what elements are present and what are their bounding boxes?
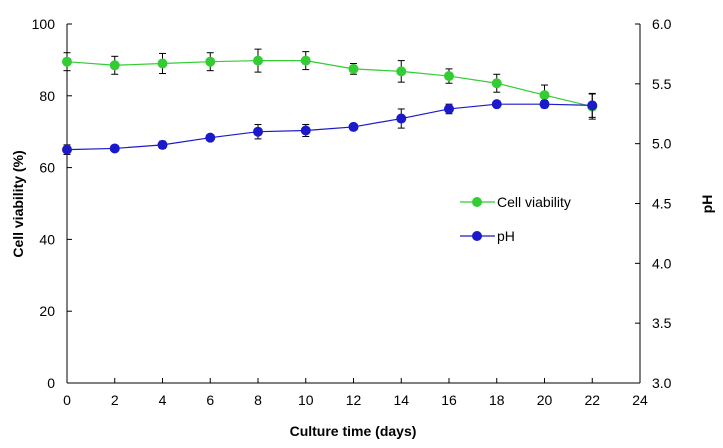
x-tick-label: 14 xyxy=(393,392,409,408)
x-tick-label: 0 xyxy=(63,392,71,408)
data-point xyxy=(62,144,72,155)
x-tick-label: 4 xyxy=(159,392,167,408)
data-point xyxy=(300,125,311,136)
data-point xyxy=(491,78,502,89)
data-point xyxy=(539,99,550,110)
legend-cell-viability-label: Cell viability xyxy=(497,194,571,210)
x-tick-label: 22 xyxy=(584,392,600,408)
x-tick-label: 8 xyxy=(254,392,262,408)
y-tick-label: 80 xyxy=(39,88,55,104)
y-tick-label: 20 xyxy=(39,303,55,319)
x-axis-title: Culture time (days) xyxy=(290,423,417,439)
y2-tick-label: 6.0 xyxy=(652,16,672,32)
data-point xyxy=(205,56,216,67)
y-tick-label: 100 xyxy=(32,16,56,32)
y2-tick-label: 4.0 xyxy=(652,255,672,271)
y2-tick-label: 3.5 xyxy=(652,315,672,331)
data-point xyxy=(205,132,216,143)
y2-ticks: 3.0 3.5 4.0 4.5 5.0 5.5 6.0 xyxy=(635,16,672,391)
legend-cell-viability-marker xyxy=(472,197,482,207)
y2-tick-label: 4.5 xyxy=(652,196,672,212)
y2-tick-label: 3.0 xyxy=(652,375,672,391)
data-point xyxy=(396,113,407,124)
x-ticks: 0 2 4 6 8 10 12 14 16 18 20 22 24 xyxy=(63,378,648,408)
series-ph xyxy=(62,92,598,155)
data-point xyxy=(109,143,120,154)
series-cell-viability xyxy=(62,48,598,120)
data-point xyxy=(587,100,598,111)
x-tick-label: 18 xyxy=(489,392,505,408)
y-tick-label: 40 xyxy=(39,231,55,247)
data-point xyxy=(348,63,359,74)
x-tick-label: 10 xyxy=(298,392,314,408)
data-point xyxy=(300,55,311,66)
x-tick-label: 6 xyxy=(206,392,214,408)
data-point xyxy=(539,90,550,101)
y2-tick-label: 5.5 xyxy=(652,76,672,92)
y-axis-title: Cell viability (%) xyxy=(10,150,26,257)
legend: Cell viability pH xyxy=(460,194,571,244)
series-line-cell-viability xyxy=(66,60,593,108)
x-tick-label: 24 xyxy=(632,392,648,408)
data-point xyxy=(253,55,263,66)
x-tick-label: 2 xyxy=(111,392,119,408)
data-point xyxy=(348,121,359,132)
data-point xyxy=(444,71,454,82)
y2-tick-label: 5.0 xyxy=(652,136,672,152)
y-tick-label: 0 xyxy=(47,375,55,391)
data-point xyxy=(62,56,72,67)
data-point xyxy=(157,139,168,150)
data-point xyxy=(157,58,168,69)
data-point xyxy=(444,103,454,114)
legend-ph-marker xyxy=(472,231,482,241)
data-point xyxy=(491,99,502,110)
y-ticks: 0 20 40 60 80 100 xyxy=(32,16,72,391)
series-layer xyxy=(62,48,598,155)
data-point xyxy=(396,66,407,77)
legend-ph-label: pH xyxy=(497,228,515,244)
data-point xyxy=(253,126,263,137)
x-tick-label: 12 xyxy=(346,392,362,408)
series-line-ph xyxy=(66,103,593,151)
y-tick-label: 60 xyxy=(39,160,55,176)
x-tick-label: 16 xyxy=(441,392,457,408)
y2-axis-title: pH xyxy=(699,195,715,214)
data-point xyxy=(109,60,120,71)
x-tick-label: 20 xyxy=(537,392,553,408)
